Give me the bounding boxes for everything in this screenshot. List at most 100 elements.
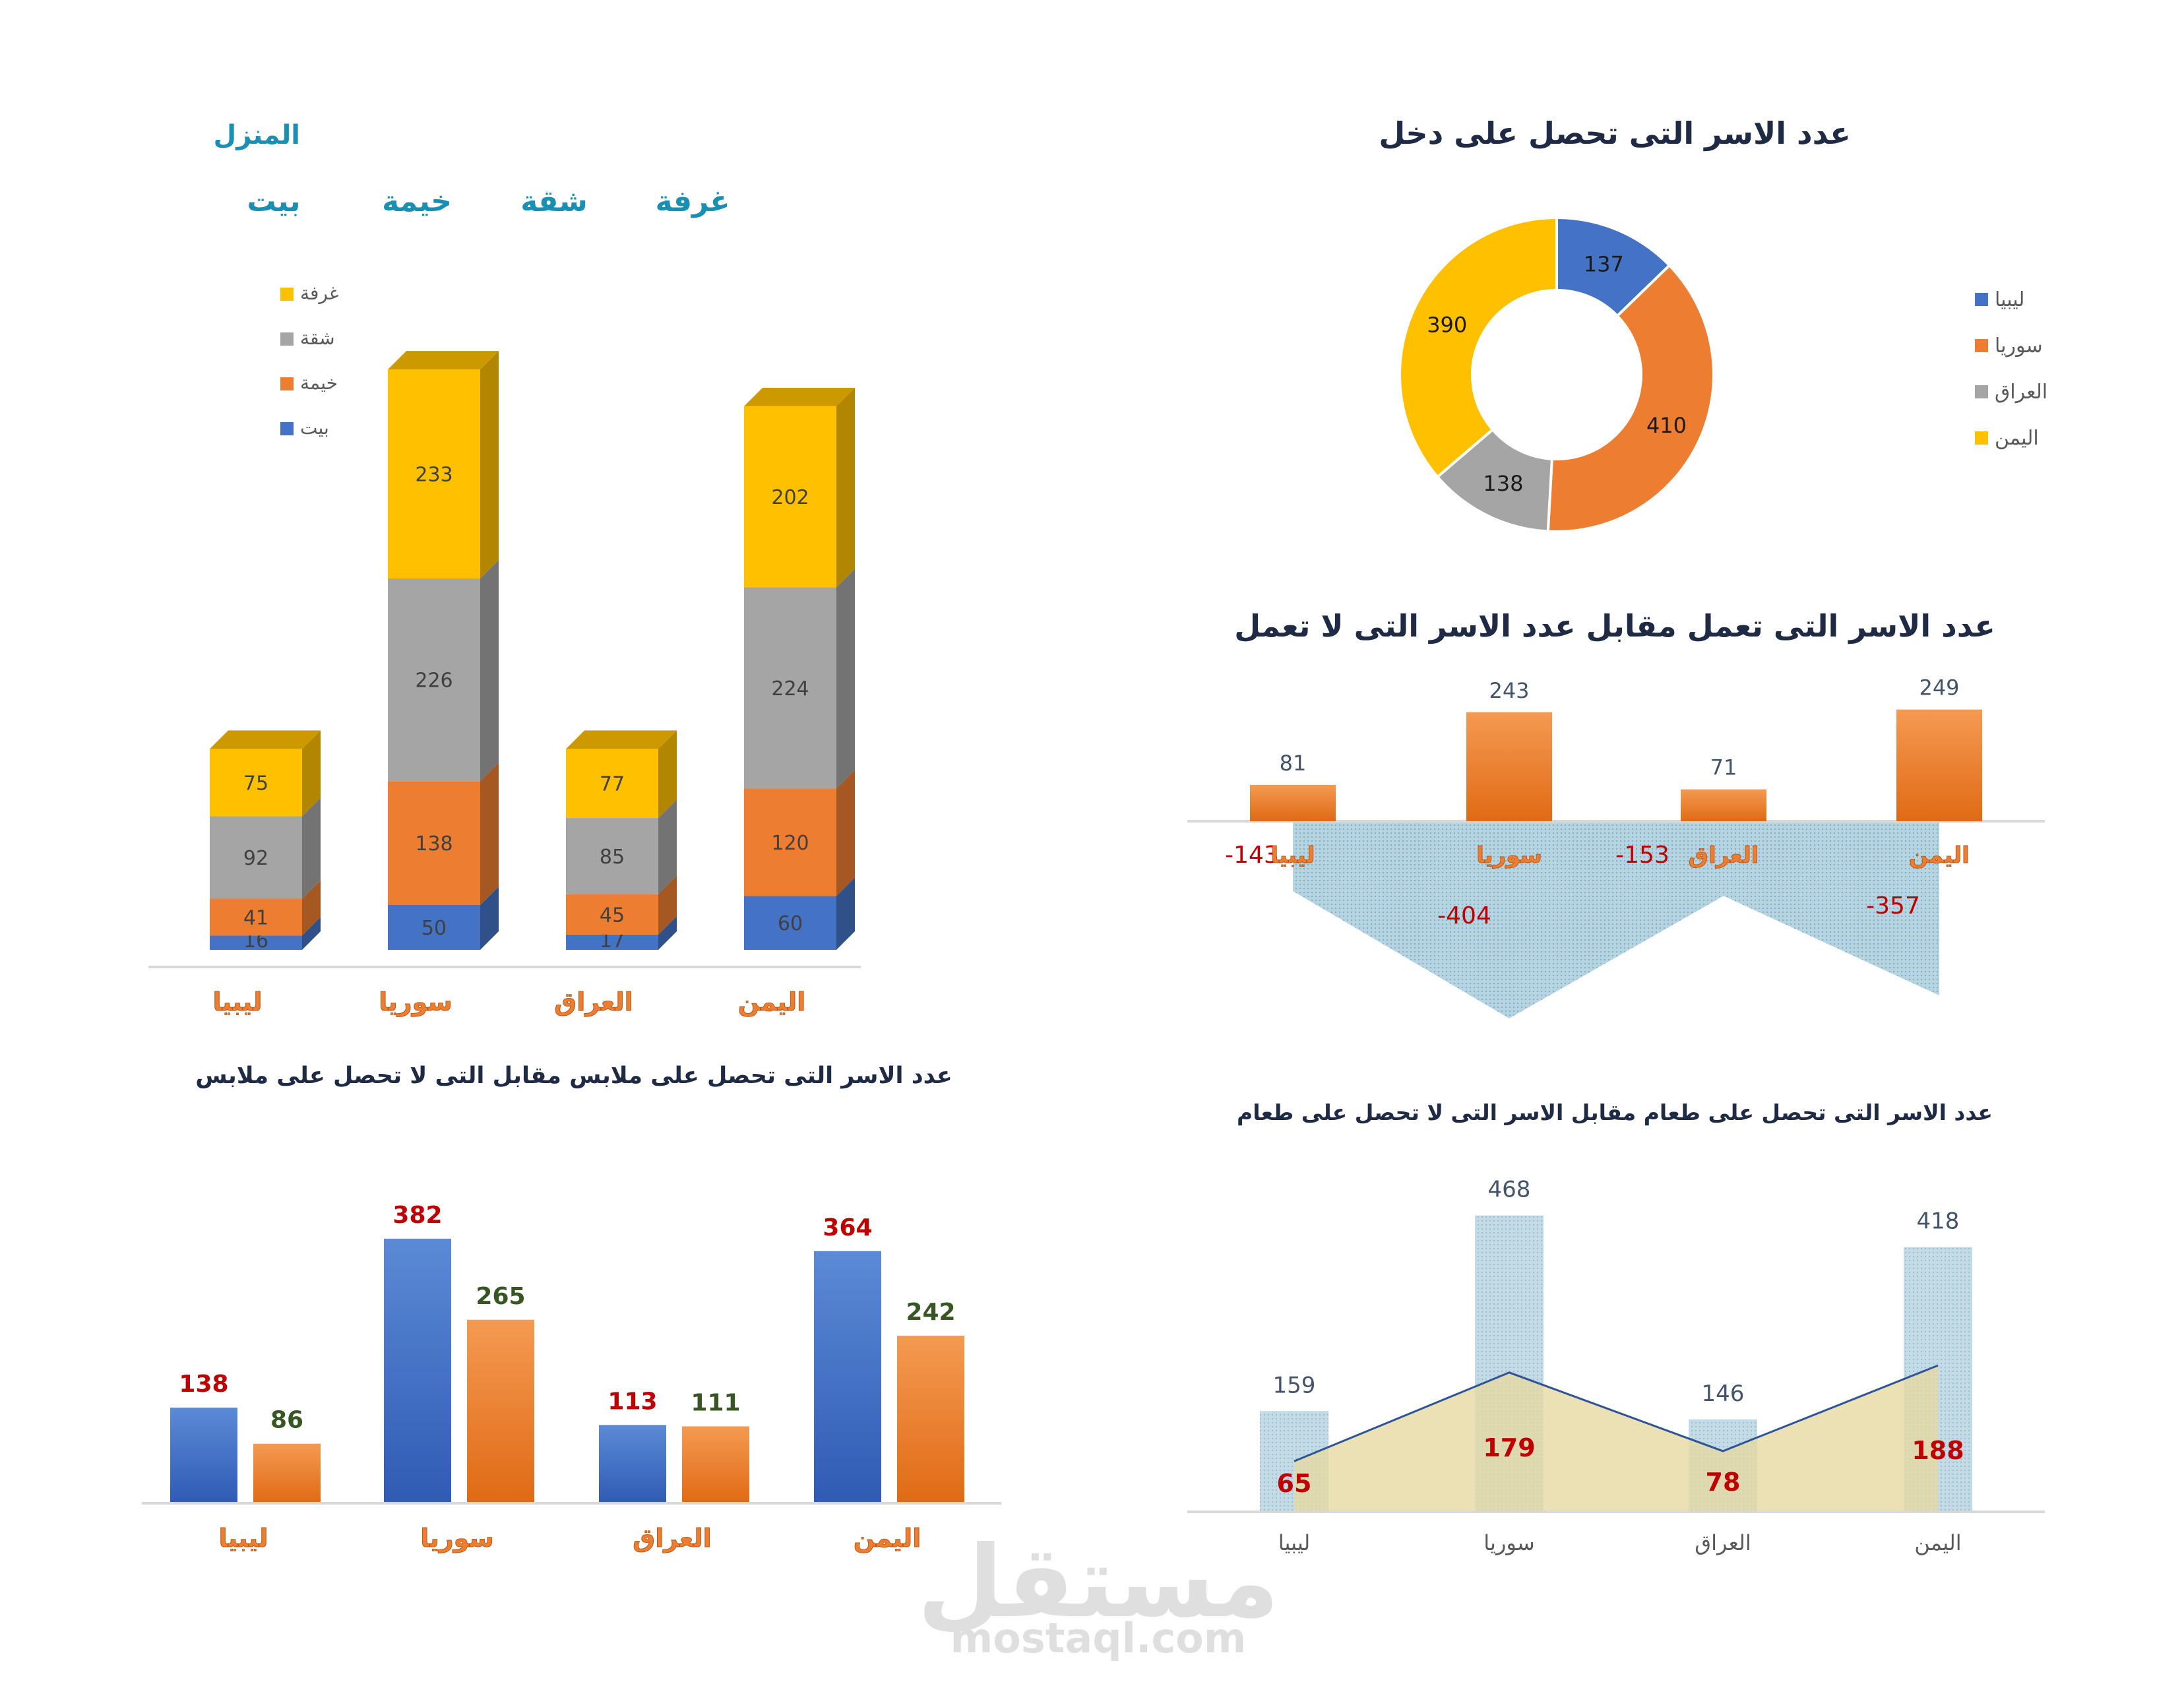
negative-value-label: -153 [1615,842,1669,869]
bar-segment-side [480,887,499,950]
bar-value-label: 85 [600,846,625,869]
bar-value-label: 75 [243,772,268,795]
food-area-fill [1294,1365,1938,1512]
food-area: 65 179 78 188 [1277,1364,1964,1512]
category-label: العراق [633,1524,711,1553]
food-chart: عدد الاسر التى تحصل على طعام مقابل الاسر… [1187,1100,2045,1555]
bar-value-label: 60 [778,912,803,935]
category-label: العراق [1695,1530,1751,1555]
bar-value-label: 77 [600,773,625,796]
bar-segment-top [566,730,677,749]
clothing-bar [253,1443,321,1503]
watermark-subtext: mostaql.com [951,1614,1247,1662]
legend-swatch [280,377,294,390]
housing-header-label: خيمة [382,185,452,218]
bar-value-label: 202 [771,486,809,509]
bar-value-label: 120 [771,832,809,855]
bar-segment-side [480,351,499,578]
legend-swatch [1975,385,1988,398]
housing-header-label: شقة [520,185,588,218]
bar-segment-top [744,387,855,406]
category-label: ليبيا [1270,842,1315,869]
clothing-chart: عدد الاسر التى تحصل على ملابس مقابل التى… [142,1063,1001,1553]
bar-value-label: 224 [771,677,809,701]
clothing-bar [897,1335,964,1503]
donut-value-label: 390 [1427,313,1467,338]
legend-swatch [280,422,294,435]
bar-segment-side [658,916,677,950]
bar-segment-side [480,559,499,782]
food-area-value-label: 188 [1912,1436,1964,1465]
category-label: اليمن [738,987,805,1016]
bar-value-label: 45 [600,904,625,927]
negative-value-label: -357 [1866,892,1920,919]
bar-segment-front [744,896,836,950]
housing-header-labels: غرفة شقة خيمة بيت [247,185,730,218]
clothing-title: عدد الاسر التى تحصل على ملابس مقابل التى… [195,1063,952,1089]
legend-label: خيمة [300,372,338,394]
bar-segment-front [210,816,302,899]
negative-value-label: -404 [1437,902,1491,929]
positive-value-label: 243 [1489,678,1529,703]
category-label: ليبيا [218,1524,268,1553]
watermark-text: مستقل [918,1525,1280,1640]
bar-segment-side [302,797,321,899]
category-label: ليبيا [1278,1530,1310,1555]
bar-segment-side [302,880,321,936]
income-donut: 137 410 138 390 [1398,216,1715,533]
bar-segment-front [388,369,480,578]
legend-label: العراق [1995,381,2047,404]
bar-segment-front [388,578,480,782]
bar-segment-top [388,351,499,370]
bar-segment-top [210,730,321,749]
income-legend: ليبيا سوريا العراق اليمن [1975,288,2047,450]
clothing-value-label: 113 [608,1388,657,1415]
bar-segment-front [566,894,658,935]
bar-segment-front [388,905,480,950]
housing-header-label: غرفة [656,185,730,218]
watermark-logo: مستقل mostaql.com [918,1525,1280,1662]
category-label: سوريا [1483,1530,1534,1555]
positive-value-label: 81 [1280,751,1307,776]
positive-value-label: 71 [1710,755,1737,780]
negative-value-label: -143 [1225,842,1279,869]
food-title: عدد الاسر التى تحصل على طعام مقابل الاسر… [1237,1100,1993,1126]
legend-label: اليمن [1995,427,2039,450]
bar-segment-front [210,749,302,817]
category-label: سوريا [420,1524,494,1553]
work-chart: عدد الاسر التى تعمل مقابل عدد الاسر التى… [1187,608,2045,1018]
bar-segment-side [658,799,677,894]
bar-segment-side [302,917,321,950]
work-title: عدد الاسر التى تعمل مقابل عدد الاسر التى… [1234,608,1995,644]
housing-header-label: بيت [247,185,300,218]
category-label: اليمن [1909,842,1970,869]
work-negative-area [1293,821,1939,1018]
food-area-line [1294,1364,1939,1462]
income-donut-chart: عدد الاسر التى تحصل على دخل 137 410 138 390… [1379,115,2047,533]
category-label: سوريا [1476,842,1542,869]
legend-swatch [1975,339,1988,352]
donut-value-label: 138 [1483,471,1523,496]
bar-value-label: 138 [415,832,452,856]
bar-segment-front [744,587,836,789]
clothing-value-label: 86 [270,1407,303,1434]
clothing-value-label: 242 [906,1299,955,1326]
positive-value-label: 249 [1919,675,1959,701]
positive-bar [1250,784,1336,821]
bar-segment-front [210,935,302,950]
clothing-bar [599,1425,666,1503]
legend-label: سوريا [1995,334,2043,358]
positive-bar [1466,712,1552,821]
food-area-value-label: 65 [1277,1469,1312,1498]
bar-value-label: 92 [243,847,268,870]
food-value-label: 146 [1702,1381,1745,1407]
bar-segment-front [566,934,658,950]
bar-value-label: 226 [415,670,452,693]
housing-category-labels: ليبيا سوريا العراق اليمن [212,987,806,1017]
bar-segment-front [744,788,836,896]
bar-segment-side [836,387,855,588]
legend-label: غرفة [300,282,339,304]
clothing-value-label: 111 [691,1389,740,1416]
